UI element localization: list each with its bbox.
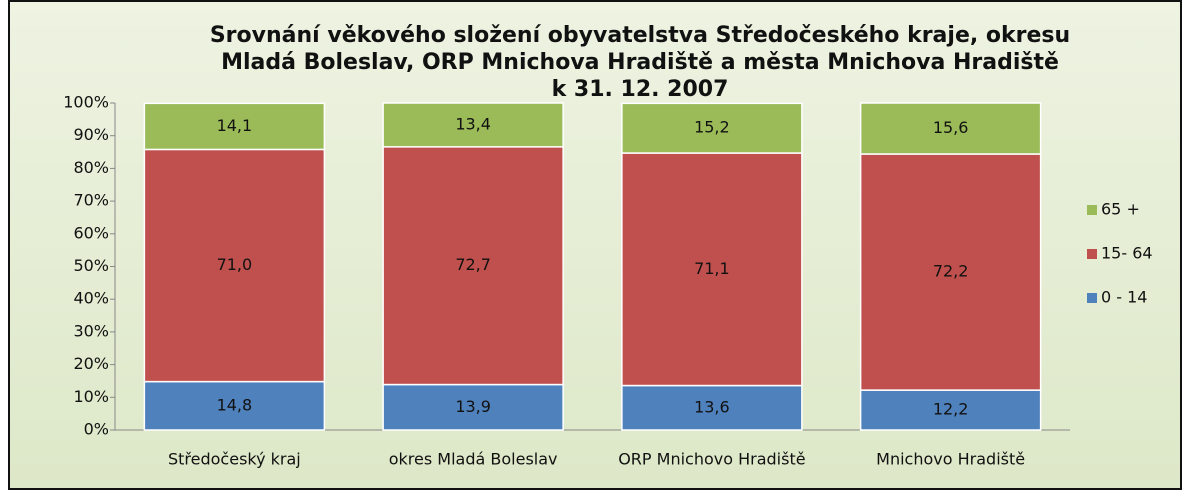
chart-title: Mladá Boleslav, ORP Mnichova Hradiště a …: [221, 50, 1059, 75]
data-label: 15,2: [694, 118, 730, 137]
legend-label: 15- 64: [1101, 244, 1153, 263]
y-tick-label: 50%: [73, 256, 109, 275]
data-label: 13,6: [694, 397, 730, 416]
y-tick-label: 40%: [73, 289, 109, 308]
bar-segment: [143, 380, 326, 431]
data-label: 71,0: [217, 255, 253, 274]
chart-title: k 31. 12. 2007: [552, 77, 729, 102]
x-tick-label: Mnichovo Hradiště: [876, 450, 1025, 469]
data-label: 72,7: [455, 255, 491, 274]
x-tick-label: okres Mladá Boleslav: [389, 450, 558, 469]
bar-segment: [859, 102, 1042, 155]
data-label: 13,9: [455, 397, 491, 416]
y-tick-label: 10%: [73, 387, 109, 406]
y-tick-label: 30%: [73, 321, 109, 340]
legend-label: 0 - 14: [1101, 288, 1147, 307]
y-tick-label: 20%: [73, 354, 109, 373]
y-tick-label: 80%: [73, 158, 109, 177]
data-label: 13,4: [455, 114, 491, 133]
bar-segment: [621, 384, 803, 431]
legend-swatch: [1087, 249, 1097, 259]
legend-label: 65 +: [1101, 200, 1140, 219]
bar-segment: [143, 148, 326, 383]
x-tick-label: ORP Mnichovo Hradiště: [618, 450, 805, 469]
bar-segment: [382, 146, 564, 386]
bar-segment: [382, 102, 564, 148]
y-tick-label: 0%: [84, 420, 109, 439]
legend-swatch: [1087, 293, 1097, 303]
bar-segment: [621, 152, 803, 387]
y-tick-label: 70%: [73, 191, 109, 210]
y-tick-label: 90%: [73, 125, 109, 144]
data-label: 15,6: [933, 118, 969, 137]
bar-segment: [382, 383, 564, 431]
bar-segment: [859, 153, 1042, 391]
data-label: 14,1: [217, 116, 253, 135]
y-tick-label: 100%: [63, 93, 109, 112]
bar-segment: [143, 102, 326, 151]
y-tick-label: 60%: [73, 223, 109, 242]
chart-title: Srovnání věkového složení obyvatelstva S…: [210, 23, 1070, 48]
data-label: 71,1: [694, 259, 730, 278]
legend-swatch: [1087, 205, 1097, 215]
data-label: 72,2: [933, 262, 969, 281]
data-label: 12,2: [933, 400, 969, 419]
data-label: 14,8: [217, 395, 253, 414]
x-tick-label: Středočeský kraj: [168, 450, 301, 469]
bar-segment: [621, 102, 803, 154]
